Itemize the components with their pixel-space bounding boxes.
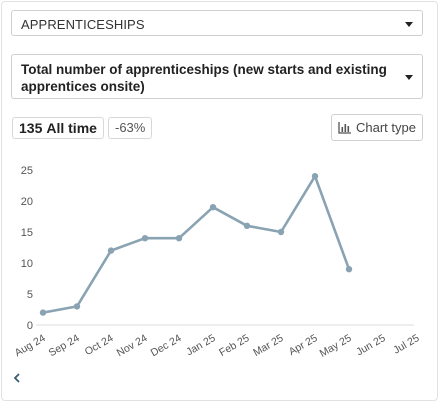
chevron-left-icon[interactable] [10,370,24,386]
all-time-total-badge: 135 All time [12,117,104,139]
x-tick-label: Jun 25 [354,332,387,358]
x-tick-label: Sep 24 [47,332,82,359]
x-tick-label: Aug 24 [13,332,48,359]
data-point [209,204,217,211]
data-point [311,173,319,180]
category-select[interactable]: APPRENTICESHIPS [11,10,423,36]
y-tick-label: 0 [27,320,33,332]
measure-select[interactable]: Total number of apprenticeships (new sta… [11,54,423,99]
bar-chart-icon [338,121,351,134]
y-tick-label: 20 [21,196,33,208]
data-point [277,228,285,236]
x-tick-label: Mar 25 [251,332,285,359]
chart-type-button[interactable]: Chart type [331,114,423,141]
x-tick-label: Feb 25 [217,332,251,359]
measure-select-value: Total number of apprenticeships (new sta… [21,62,387,94]
chevron-down-icon [405,75,413,80]
data-point [73,303,81,310]
x-tick-label: Apr 25 [287,332,320,358]
category-select-value: APPRENTICESHIPS [21,17,145,32]
x-tick-label: May 25 [318,332,354,360]
x-tick-label: Oct 24 [83,332,116,358]
change-percent-badge: -63% [108,117,153,139]
data-point [243,222,251,229]
data-point [39,309,47,316]
data-point [107,247,115,254]
y-tick-label: 15 [21,227,33,239]
x-tick-label: Jul 25 [391,332,421,356]
chart-type-label: Chart type [356,120,416,135]
x-tick-label: Nov 24 [115,332,150,359]
line-chart: 0 5 10 15 20 25 Aug 24 Sep 24 Oct 24 Nov 24 Dec 24… [13,165,422,360]
chevron-down-icon [405,22,413,27]
x-tick-label: Dec 24 [149,332,184,359]
series-line [42,174,351,314]
data-point [175,235,183,242]
data-point [345,266,353,273]
all-time-total-value: 135 [19,120,43,136]
y-tick-label: 25 [21,165,33,177]
x-tick-label: Jan 25 [184,332,217,358]
data-point [141,235,149,242]
y-tick-label: 5 [27,289,33,301]
y-tick-label: 10 [21,258,33,270]
all-time-total-label: All time [46,120,97,136]
